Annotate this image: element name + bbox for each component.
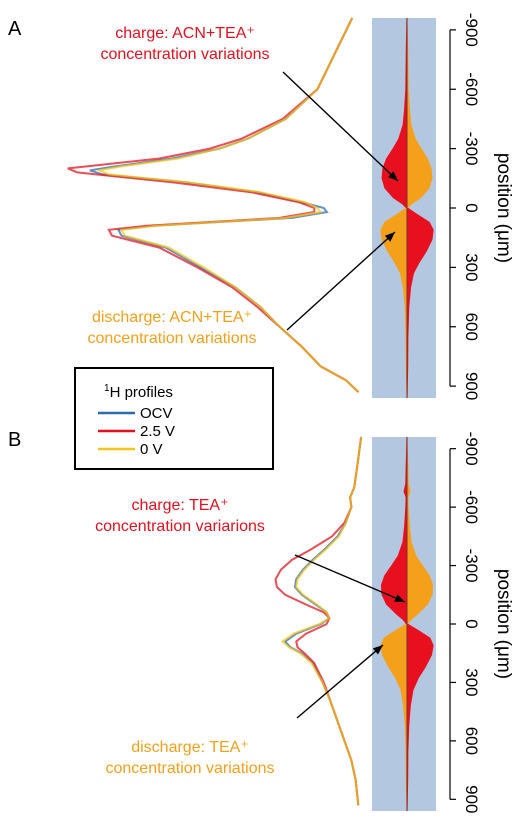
- legend-label-2-5v: 2.5 V: [140, 423, 175, 440]
- annotation-arrow-line: [286, 231, 396, 331]
- discharge-lobe-left: [380, 624, 407, 811]
- panel-a: A -900 -600 -300 0 300 600 900 position (μm) char…: [8, 13, 514, 400]
- panel-letter-a: A: [8, 18, 22, 40]
- y-tick-label: -300: [462, 132, 481, 166]
- y-tick-label: -900: [462, 13, 481, 47]
- charge-lobe-left: [380, 437, 407, 624]
- charge-lobe-left: [381, 18, 407, 208]
- y-tick-label: 600: [462, 313, 481, 341]
- y-tick-label: 600: [462, 727, 481, 755]
- legend-box: [74, 367, 274, 470]
- annotation-arrow-head: [394, 594, 405, 602]
- annotation-line: discharge: ACN+TEA⁺: [92, 309, 252, 326]
- panel-b: B -900 -600 -300 0 300 600 900 position (μm) char…: [8, 429, 514, 814]
- y-tick-label: 0: [462, 203, 481, 212]
- discharge-lobe-right: [407, 208, 434, 398]
- charge-lobe-right: [407, 437, 434, 624]
- annotation-line: charge: TEA⁺: [131, 497, 228, 514]
- legend-label-ocv: OCV: [140, 405, 173, 422]
- profile-line-0-v: [280, 436, 363, 806]
- annotation-arrow-line: [282, 71, 399, 182]
- y-tick-label: 300: [462, 668, 481, 696]
- y-tick-label: 900: [462, 785, 481, 813]
- annotation-discharge: discharge: TEA⁺ concentration variations: [106, 739, 275, 777]
- y-tick-label: -900: [462, 432, 481, 466]
- profile-line-0-v: [95, 17, 360, 393]
- annotation-charge: charge: TEA⁺ concentration variarions: [95, 497, 265, 535]
- y-tick-label: 300: [462, 253, 481, 281]
- y-axis-title: position (μm): [493, 153, 514, 263]
- y-tick-label: 0: [462, 619, 481, 628]
- annotation-line: concentration variations: [88, 330, 257, 347]
- annotation-arrow-head: [388, 171, 398, 181]
- strip-background: [372, 437, 436, 811]
- legend-title-text: H profiles: [110, 384, 173, 401]
- annotation-arrow-line: [296, 644, 384, 719]
- annotation-line: discharge: TEA⁺: [131, 739, 249, 756]
- legend-title-superscript: 1: [104, 383, 110, 394]
- y-tick-label: -600: [462, 490, 481, 524]
- discharge-lobe-right: [407, 624, 434, 811]
- legend-title: 1H profiles: [104, 383, 173, 401]
- annotation-arrow-head: [372, 645, 383, 655]
- legend-label-0v: 0 V: [140, 441, 163, 458]
- annotation-line: charge: ACN+TEA⁺: [115, 25, 255, 42]
- strip-background: [372, 18, 436, 398]
- annotation-line: concentration variations: [101, 46, 270, 63]
- legend: 1H profiles OCV 2.5 V 0 V: [74, 367, 274, 470]
- y-tick-label: -600: [462, 72, 481, 106]
- y-tick-label: 900: [462, 372, 481, 400]
- y-tick-label: -300: [462, 549, 481, 583]
- annotation-arrow-head: [384, 232, 395, 242]
- y-axis-title: position (μm): [493, 569, 514, 679]
- annotation-line: concentration variations: [106, 760, 275, 777]
- annotation-line: concentration variarions: [95, 518, 265, 535]
- annotation-arrow-line: [294, 554, 406, 603]
- annotation-charge: charge: ACN+TEA⁺ concentration variations: [101, 25, 270, 63]
- discharge-lobe-left: [380, 208, 407, 398]
- annotation-discharge: discharge: ACN+TEA⁺ concentration variati…: [88, 309, 257, 347]
- panel-letter-b: B: [8, 429, 21, 451]
- charge-lobe-right: [407, 18, 433, 208]
